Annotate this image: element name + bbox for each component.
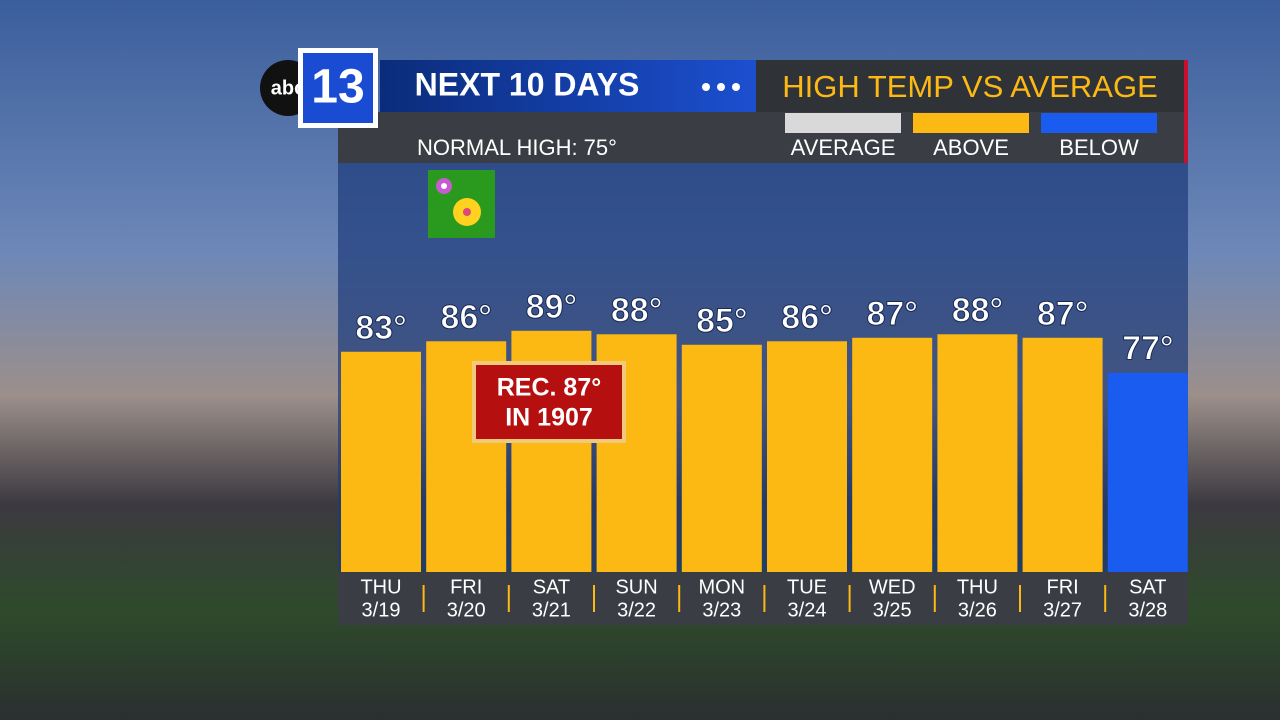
legend-swatch <box>1041 113 1157 133</box>
legend-swatch <box>785 113 901 133</box>
logo-inner <box>303 53 373 123</box>
x-tick-label: TUE <box>787 576 827 598</box>
value-label: 89° <box>526 288 577 326</box>
x-tick-date: 3/22 <box>617 599 656 621</box>
x-tick-date: 3/28 <box>1128 599 1167 621</box>
value-label: 88° <box>952 291 1003 329</box>
accent <box>1184 60 1188 163</box>
value-label: 88° <box>611 291 662 329</box>
chart-subtitle: HIGH TEMP VS AVERAGE <box>782 69 1158 104</box>
x-tick-date: 3/19 <box>362 599 401 621</box>
x-tick-date: 3/20 <box>447 599 486 621</box>
label-bar <box>338 572 1188 625</box>
bar <box>852 337 933 572</box>
x-tick-label: SUN <box>615 576 657 598</box>
chart-title: NEXT 10 DAYS <box>415 66 640 102</box>
x-tick-date: 3/26 <box>958 599 997 621</box>
dots <box>702 83 740 91</box>
x-tick-date: 3/21 <box>532 599 571 621</box>
annotation-line: IN 1907 <box>505 404 593 432</box>
value-label: 86° <box>781 298 832 336</box>
legend-label: ABOVE <box>933 135 1009 160</box>
legend-swatch <box>913 113 1029 133</box>
x-tick-label: THU <box>360 576 401 598</box>
x-tick-label: SAT <box>1129 576 1166 598</box>
value-label: 83° <box>355 309 406 347</box>
value-label: 87° <box>866 295 917 333</box>
legend-label: BELOW <box>1059 135 1139 160</box>
x-tick-label: FRI <box>1046 576 1078 598</box>
x-tick-date: 3/27 <box>1043 599 1082 621</box>
annotation-line: REC. 87° <box>497 374 601 402</box>
bar <box>937 334 1018 572</box>
x-tick-label: THU <box>957 576 998 598</box>
subtitle-bar <box>756 60 1188 112</box>
value-label: 87° <box>1037 295 1088 333</box>
x-tick-date: 3/24 <box>788 599 827 621</box>
value-label: 85° <box>696 302 747 340</box>
legend-label: AVERAGE <box>791 135 896 160</box>
value-label: 86° <box>440 298 491 336</box>
bar <box>341 351 421 572</box>
annotation: REC. 87° IN 1907 <box>472 361 626 443</box>
x-tick-label: MON <box>698 576 745 598</box>
logo-network: abc <box>271 77 305 99</box>
logo-channel: 13 <box>311 61 364 114</box>
x-tick-label: WED <box>869 576 916 598</box>
note: NORMAL HIGH: 75° <box>417 135 617 160</box>
bar <box>767 341 847 572</box>
x-tick-label: SAT <box>533 576 570 598</box>
bar <box>1022 337 1103 572</box>
title-bar <box>380 60 756 112</box>
flower-icon <box>428 170 495 238</box>
bar <box>681 344 762 572</box>
x-tick-label: FRI <box>450 576 482 598</box>
x-tick-date: 3/23 <box>702 599 741 621</box>
bar <box>1107 372 1188 572</box>
x-tick-date: 3/25 <box>873 599 912 621</box>
value-label: 77° <box>1122 330 1173 368</box>
